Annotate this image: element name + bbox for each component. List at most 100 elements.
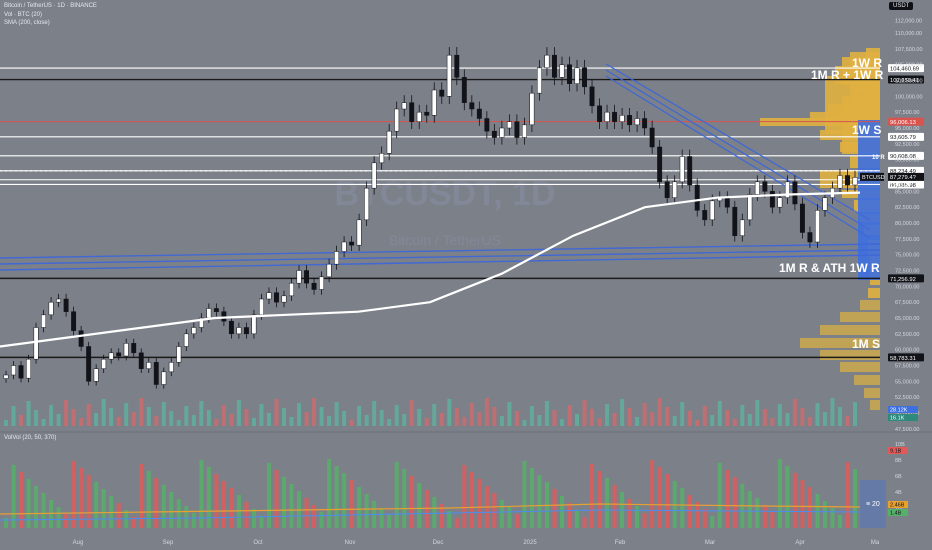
lower-volume-bar-109 bbox=[822, 501, 827, 528]
candle-body-15 bbox=[116, 352, 122, 357]
legend-symbol[interactable]: Bitcoin / TetherUS · 1D · BINANCE bbox=[4, 3, 97, 9]
candle-body-16 bbox=[123, 343, 129, 357]
candle-body-47 bbox=[356, 219, 362, 246]
volume-profile-bar-25 bbox=[800, 338, 880, 348]
level-chip-bg-0 bbox=[888, 64, 924, 73]
candle-body-24 bbox=[183, 333, 189, 347]
volume-bar-65 bbox=[492, 407, 497, 426]
volume-bar-75 bbox=[567, 405, 572, 426]
resistance-channel-line-2 bbox=[605, 75, 871, 239]
lower-volume-bar-100 bbox=[755, 498, 760, 528]
volume-bar-54 bbox=[409, 400, 414, 426]
volume-bar-62 bbox=[469, 403, 474, 426]
y-tick-9: 90,000.00 bbox=[895, 158, 919, 164]
lower-volume-bar-84 bbox=[635, 506, 640, 528]
lower-volume-bar-97 bbox=[732, 477, 737, 528]
lower-volume-bar-20 bbox=[154, 478, 159, 528]
lower-volume-bar-37 bbox=[281, 477, 286, 528]
legend-volume[interactable]: Vol · BTC (20) bbox=[4, 12, 43, 18]
candle-body-11 bbox=[86, 346, 92, 382]
legend-sma[interactable]: SMA (200, close) bbox=[4, 20, 50, 26]
candle-body-50 bbox=[379, 153, 385, 164]
volume-bar-24 bbox=[184, 406, 189, 426]
volume-bar-46 bbox=[349, 420, 354, 426]
x-tick-0: Aug bbox=[73, 540, 84, 546]
candle-body-93 bbox=[702, 210, 708, 221]
candle-body-25 bbox=[191, 327, 197, 335]
lower-volume-bar-24 bbox=[184, 506, 189, 528]
candle-body-85 bbox=[642, 118, 648, 129]
x-tick-1: Sep bbox=[163, 540, 174, 546]
lower-volume-bar-54 bbox=[409, 476, 414, 528]
level-chip-bg-5 bbox=[888, 166, 924, 175]
level-chip-label-2: 96,006.13 bbox=[890, 120, 916, 126]
volume-bar-94 bbox=[710, 415, 715, 426]
lower-volume-bar-45 bbox=[342, 473, 347, 528]
lower-chip-label-1: 2.46B bbox=[890, 503, 905, 509]
volume-profile-bar-23 bbox=[840, 312, 880, 322]
volume-profile-bar-22 bbox=[860, 300, 880, 310]
volume-bar-11 bbox=[86, 404, 91, 426]
volume-bar-49 bbox=[372, 401, 377, 426]
lower-volume-bar-40 bbox=[304, 498, 309, 528]
volume-bar-113 bbox=[853, 402, 857, 426]
lower-volume-bar-12 bbox=[94, 482, 99, 528]
lower-volume-bar-104 bbox=[785, 466, 790, 528]
lower-volume-bar-101 bbox=[762, 505, 767, 528]
candle-body-100 bbox=[754, 181, 760, 195]
level-chip-bg-1 bbox=[888, 75, 924, 84]
volume-bar-38 bbox=[289, 417, 294, 426]
candle-body-31 bbox=[236, 327, 242, 335]
lower-scale-label-0: 10B bbox=[895, 442, 905, 448]
volume-bar-85 bbox=[642, 403, 647, 426]
lower-volume-bar-113 bbox=[853, 469, 857, 528]
candle-body-67 bbox=[506, 121, 512, 129]
current-price-bg bbox=[888, 172, 924, 181]
candle-body-19 bbox=[146, 362, 152, 369]
annotation-label-2: 1W S bbox=[852, 123, 881, 137]
volume-bar-92 bbox=[695, 420, 700, 426]
volume-bar-6 bbox=[49, 405, 54, 426]
candle-body-88 bbox=[664, 181, 670, 198]
candle-body-57 bbox=[431, 89, 437, 116]
candle-body-27 bbox=[206, 308, 212, 319]
lower-volume-bar-81 bbox=[612, 485, 617, 528]
volume-bar-67 bbox=[507, 402, 512, 426]
x-tick-4: Dec bbox=[433, 540, 444, 546]
y-tick-26: 47,500.00 bbox=[895, 427, 919, 433]
candle-body-69 bbox=[521, 124, 527, 138]
candle-body-22 bbox=[168, 362, 174, 373]
candle-body-111 bbox=[837, 175, 843, 189]
lower-chip-bg-2 bbox=[888, 509, 908, 516]
lower-volume-bar-66 bbox=[499, 500, 504, 528]
currency-button[interactable]: USDT bbox=[889, 2, 914, 10]
candle-body-53 bbox=[401, 102, 407, 110]
lower-volume-bar-8 bbox=[64, 514, 69, 528]
volume-profile-bar-26 bbox=[820, 350, 880, 360]
volume-pane-label[interactable]: VolVol (20, 50, 370) bbox=[4, 435, 57, 441]
y-tick-3: 105,000.00 bbox=[895, 63, 923, 69]
lower-chip-label-2: 1.4B bbox=[890, 511, 902, 517]
candle-body-7 bbox=[56, 298, 62, 303]
volume-bar-16 bbox=[124, 403, 129, 426]
candle-body-49 bbox=[371, 162, 377, 189]
lower-volume-bar-1 bbox=[11, 465, 16, 528]
candle-body-71 bbox=[536, 67, 542, 94]
lower-volume-bar-106 bbox=[800, 480, 805, 528]
candle-body-35 bbox=[266, 292, 272, 300]
volume-profile-blue-zone bbox=[858, 120, 880, 280]
y-tick-11: 85,000.00 bbox=[895, 189, 919, 195]
level-chip-bg-2 bbox=[888, 117, 924, 126]
volume-bar-0 bbox=[4, 420, 8, 426]
volume-bar-73 bbox=[552, 410, 557, 426]
lower-volume-bar-79 bbox=[597, 471, 602, 528]
lower-volume-bar-62 bbox=[469, 472, 474, 528]
volume-bar-97 bbox=[732, 419, 737, 426]
volume-bar-30 bbox=[229, 414, 234, 426]
y-tick-15: 75,000.00 bbox=[895, 253, 919, 259]
candle-body-17 bbox=[131, 343, 137, 354]
candle-body-91 bbox=[687, 156, 693, 186]
candle-body-39 bbox=[296, 270, 302, 284]
